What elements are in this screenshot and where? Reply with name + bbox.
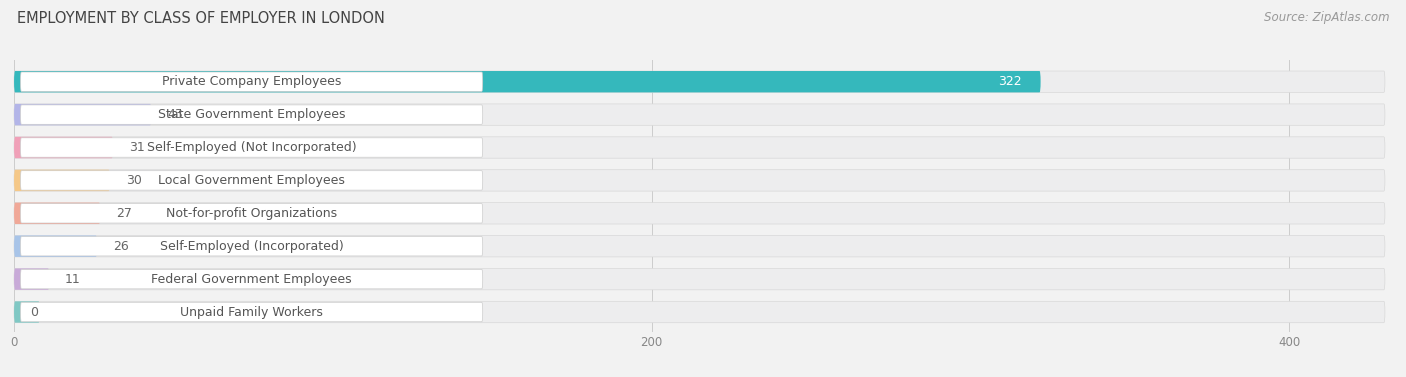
Text: Local Government Employees: Local Government Employees bbox=[157, 174, 344, 187]
Text: Federal Government Employees: Federal Government Employees bbox=[152, 273, 352, 286]
FancyBboxPatch shape bbox=[14, 202, 100, 224]
Text: 31: 31 bbox=[129, 141, 145, 154]
Text: 27: 27 bbox=[117, 207, 132, 220]
FancyBboxPatch shape bbox=[14, 268, 1385, 290]
Text: Unpaid Family Workers: Unpaid Family Workers bbox=[180, 305, 323, 319]
FancyBboxPatch shape bbox=[21, 302, 482, 322]
FancyBboxPatch shape bbox=[14, 301, 39, 323]
FancyBboxPatch shape bbox=[14, 170, 1385, 191]
Text: 322: 322 bbox=[998, 75, 1022, 88]
Text: Self-Employed (Not Incorporated): Self-Employed (Not Incorporated) bbox=[146, 141, 356, 154]
FancyBboxPatch shape bbox=[21, 270, 482, 289]
Text: Private Company Employees: Private Company Employees bbox=[162, 75, 342, 88]
FancyBboxPatch shape bbox=[14, 71, 1040, 92]
FancyBboxPatch shape bbox=[14, 236, 1385, 257]
FancyBboxPatch shape bbox=[14, 301, 1385, 323]
FancyBboxPatch shape bbox=[14, 71, 1385, 92]
FancyBboxPatch shape bbox=[14, 268, 49, 290]
FancyBboxPatch shape bbox=[14, 104, 152, 125]
FancyBboxPatch shape bbox=[14, 137, 112, 158]
Text: Self-Employed (Incorporated): Self-Employed (Incorporated) bbox=[160, 240, 343, 253]
FancyBboxPatch shape bbox=[21, 171, 482, 190]
FancyBboxPatch shape bbox=[21, 138, 482, 157]
Text: EMPLOYMENT BY CLASS OF EMPLOYER IN LONDON: EMPLOYMENT BY CLASS OF EMPLOYER IN LONDO… bbox=[17, 11, 385, 26]
FancyBboxPatch shape bbox=[14, 202, 1385, 224]
FancyBboxPatch shape bbox=[14, 236, 97, 257]
Text: 11: 11 bbox=[65, 273, 80, 286]
FancyBboxPatch shape bbox=[21, 236, 482, 256]
Text: Not-for-profit Organizations: Not-for-profit Organizations bbox=[166, 207, 337, 220]
Text: 30: 30 bbox=[125, 174, 142, 187]
FancyBboxPatch shape bbox=[21, 105, 482, 124]
Text: State Government Employees: State Government Employees bbox=[157, 108, 346, 121]
Text: Source: ZipAtlas.com: Source: ZipAtlas.com bbox=[1264, 11, 1389, 24]
Text: 43: 43 bbox=[167, 108, 183, 121]
FancyBboxPatch shape bbox=[14, 104, 1385, 125]
Text: 0: 0 bbox=[30, 305, 38, 319]
Text: 26: 26 bbox=[112, 240, 128, 253]
FancyBboxPatch shape bbox=[21, 204, 482, 223]
FancyBboxPatch shape bbox=[21, 72, 482, 91]
FancyBboxPatch shape bbox=[14, 170, 110, 191]
FancyBboxPatch shape bbox=[14, 137, 1385, 158]
